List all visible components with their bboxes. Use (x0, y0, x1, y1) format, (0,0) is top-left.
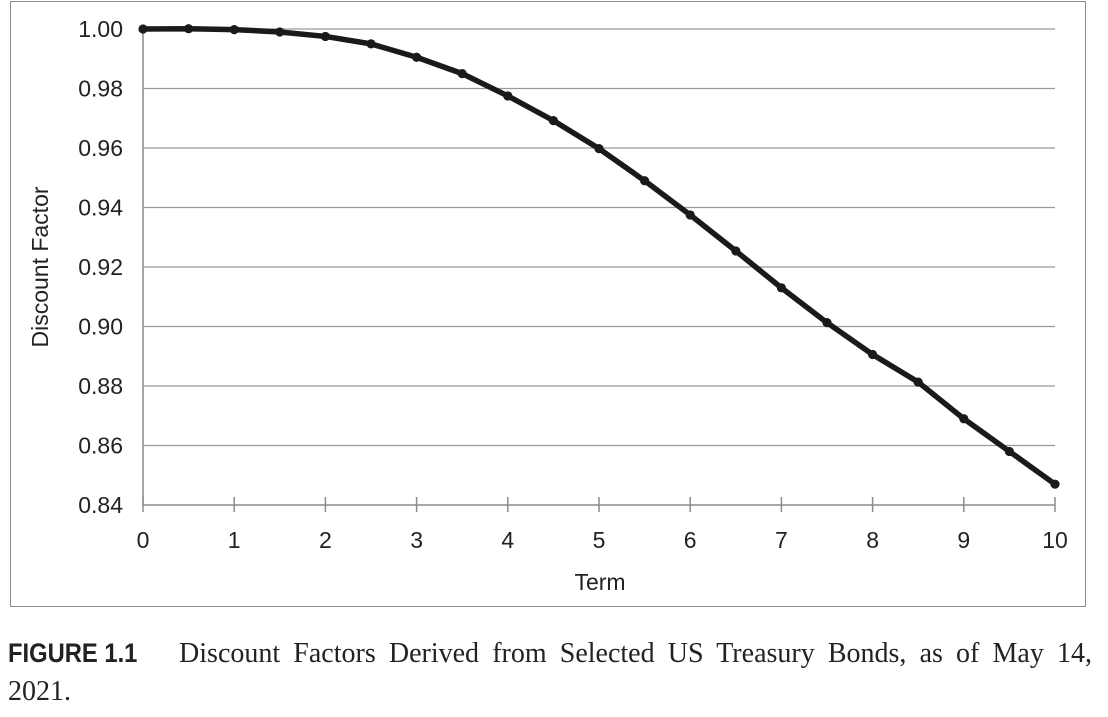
y-tick-label: 0.84 (78, 492, 123, 518)
y-axis-title: Discount Factor (27, 186, 53, 347)
axes (142, 29, 1056, 512)
y-tick-label: 0.94 (78, 195, 123, 221)
data-point (275, 27, 285, 37)
data-point (366, 39, 376, 49)
chart-frame (10, 1, 1086, 607)
y-tick-label: 0.92 (78, 254, 123, 280)
x-tick-label: 0 (137, 527, 150, 553)
data-point (685, 210, 695, 220)
figure-caption: FIGURE 1.1 Discount Factors Derived from … (8, 634, 1092, 711)
data-point (594, 143, 604, 154)
data-point (731, 246, 741, 256)
x-axis-title: Term (574, 569, 625, 595)
data-point (776, 283, 787, 293)
data-point (503, 91, 513, 101)
discount-factor-chart: 0.84 0.86 0.88 0.90 0.92 0.94 0.96 0.98 1.00 0 1 2… (27, 16, 1068, 595)
data-point (959, 414, 969, 424)
x-tick-label: 4 (501, 527, 514, 553)
x-tick-label: 5 (593, 527, 606, 553)
x-tick-label: 6 (684, 527, 697, 553)
caption-text: Discount Factors Derived from Selected U… (8, 638, 1092, 707)
data-point (822, 318, 832, 328)
x-tick-label: 1 (228, 527, 241, 553)
x-tick-label: 2 (319, 527, 332, 553)
data-point (548, 116, 559, 126)
data-point (320, 31, 330, 42)
series-line (140, 25, 1058, 487)
y-tick-label: 1.00 (78, 16, 123, 42)
y-tick-label: 0.90 (78, 314, 123, 340)
x-tick-label: 10 (1042, 527, 1068, 553)
x-tick-label: 8 (866, 527, 879, 553)
data-point (913, 377, 923, 387)
x-tick-label: 7 (775, 527, 788, 553)
y-tick-label: 0.96 (78, 135, 123, 161)
data-point (138, 24, 148, 34)
gridlines (143, 28, 1055, 447)
x-tick-labels: 0 1 2 3 4 5 6 7 8 9 10 (137, 527, 1068, 553)
data-point (1050, 479, 1060, 489)
data-point (1004, 446, 1015, 457)
data-point (868, 349, 878, 360)
data-point (412, 52, 422, 62)
data-point (640, 176, 650, 186)
data-point (184, 24, 194, 34)
data-point (229, 24, 239, 35)
y-tick-label: 0.88 (78, 373, 123, 399)
y-tick-labels: 0.84 0.86 0.88 0.90 0.92 0.94 0.96 0.98 1.00 (78, 16, 123, 518)
figure-label: FIGURE 1.1 (8, 638, 138, 668)
x-tick-label: 3 (410, 527, 423, 553)
y-tick-label: 0.98 (78, 76, 123, 102)
y-tick-label: 0.86 (78, 433, 123, 459)
series (138, 24, 1060, 489)
data-point (457, 69, 467, 79)
x-tick-label: 9 (957, 527, 970, 553)
